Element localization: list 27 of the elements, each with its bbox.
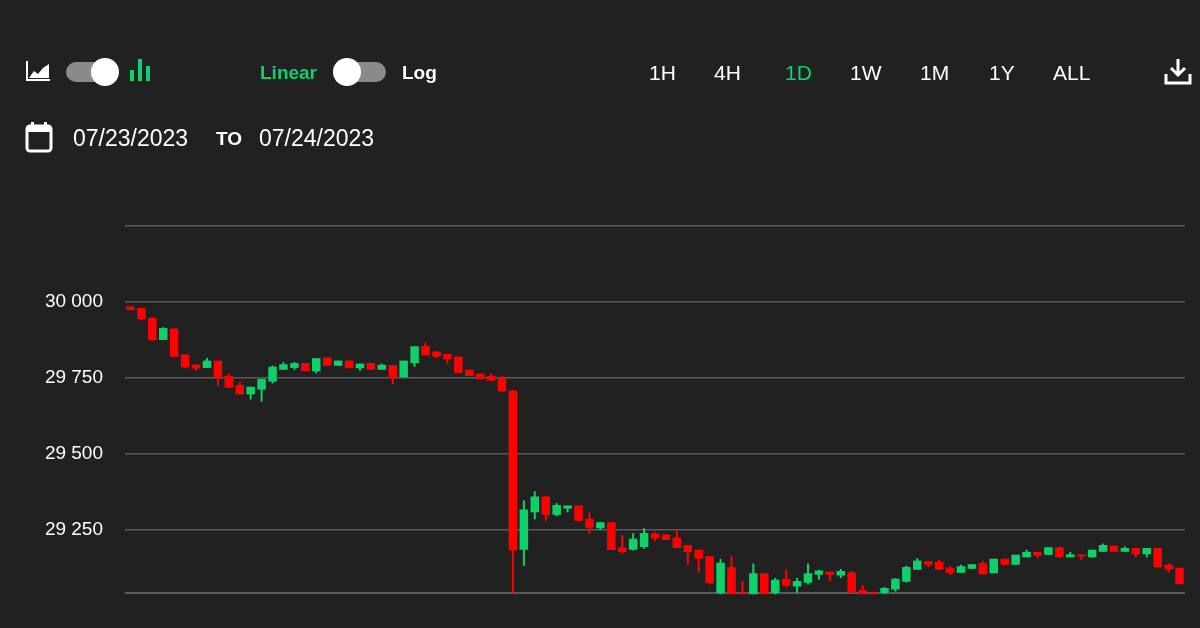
candlestick <box>749 562 758 595</box>
y-tick-label: 29 250 <box>44 517 103 539</box>
candlestick <box>530 490 540 521</box>
text: 4H <box>714 61 741 85</box>
candlestick <box>148 315 157 342</box>
text: Linear <box>260 62 318 84</box>
y-tick-label: 29 750 <box>44 365 103 387</box>
text: 1H <box>649 61 676 85</box>
y-tick-label: 30 000 <box>44 289 103 311</box>
text: 07/24/2023 <box>259 124 375 152</box>
text: 1D <box>785 61 812 85</box>
candlestick <box>639 527 649 550</box>
candlestick <box>585 511 594 535</box>
text: TO <box>216 128 243 150</box>
candlestick <box>410 345 419 368</box>
candlestick <box>388 364 397 386</box>
candlestick <box>213 359 223 387</box>
y-tick-label: 29 500 <box>44 441 103 463</box>
candlestick <box>541 495 550 522</box>
text: Log <box>402 62 437 84</box>
text: ALL <box>1053 61 1091 85</box>
text: 1Y <box>989 61 1015 85</box>
candlestick <box>683 544 693 566</box>
candlestick <box>803 562 813 586</box>
text: 07/23/2023 <box>73 124 189 152</box>
text: 1W <box>850 61 882 85</box>
text: 1M <box>920 61 950 85</box>
